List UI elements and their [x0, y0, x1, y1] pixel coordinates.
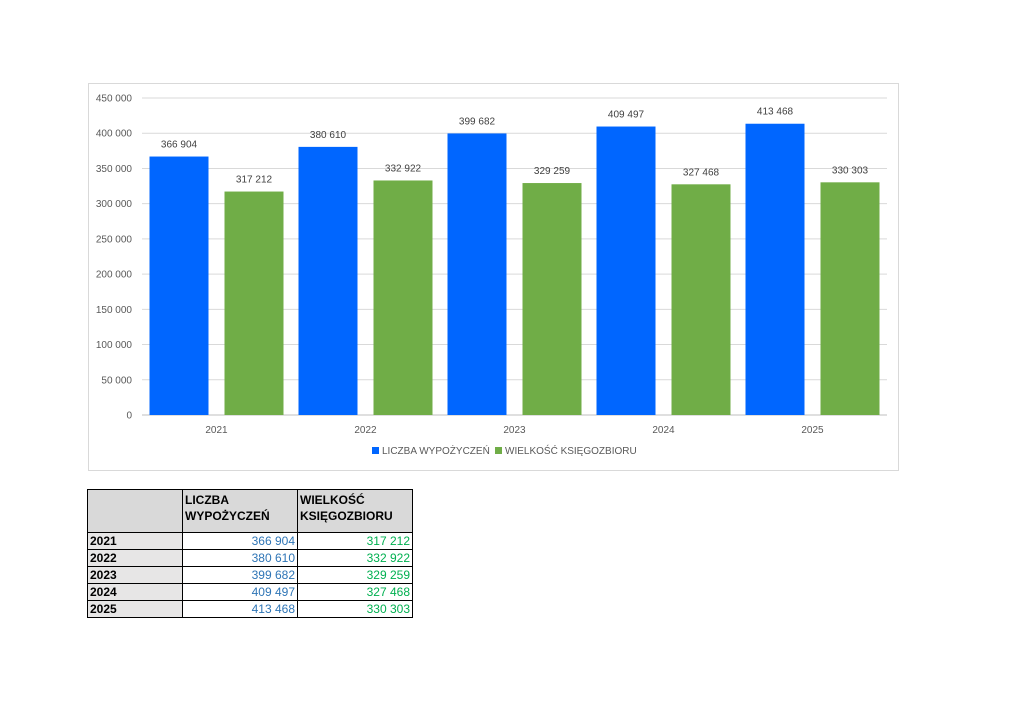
x-tick-label: 2022 — [354, 425, 377, 436]
data-label: 380 610 — [310, 130, 347, 141]
y-tick-label: 50 000 — [101, 375, 132, 386]
table-year-cell: 2023 — [87, 566, 183, 584]
bar — [745, 123, 805, 415]
bar — [373, 180, 433, 415]
table-loans-cell: 366 904 — [182, 532, 298, 550]
table-row: 2024 409 497 327 468 — [87, 583, 413, 601]
bar — [671, 184, 731, 415]
x-tick-label: 2023 — [503, 425, 526, 436]
bar — [298, 146, 358, 415]
table-collection-cell: 332 922 — [297, 549, 413, 567]
y-tick-label: 450 000 — [96, 94, 133, 105]
y-tick-label: 350 000 — [96, 164, 133, 175]
table-collection-cell: 317 212 — [297, 532, 413, 550]
y-tick-label: 250 000 — [96, 234, 133, 245]
data-label: 327 468 — [683, 167, 720, 178]
x-tick-label: 2025 — [801, 425, 824, 436]
table-year-cell: 2025 — [87, 600, 183, 618]
table-collection-cell: 327 468 — [297, 583, 413, 601]
bar — [522, 183, 582, 415]
table-loans-cell: 380 610 — [182, 549, 298, 567]
table-year-cell: 2024 — [87, 583, 183, 601]
table-loans-cell: 399 682 — [182, 566, 298, 584]
table-header-collection: WIELKOŚĆ KSIĘGOZBIORU — [297, 489, 413, 533]
y-tick-label: 0 — [126, 411, 132, 422]
bar — [820, 182, 880, 415]
data-label: 329 259 — [534, 166, 571, 177]
data-label: 330 303 — [832, 165, 869, 176]
table-row: 2021 366 904 317 212 — [87, 532, 413, 550]
data-label: 399 682 — [459, 116, 496, 127]
table-loans-cell: 409 497 — [182, 583, 298, 601]
table-row: 2022 380 610 332 922 — [87, 549, 413, 567]
bar — [149, 156, 209, 416]
table-year-cell: 2021 — [87, 532, 183, 550]
legend-label: LICZBA WYPOŻYCZEŃ — [382, 444, 490, 457]
table-header-corner — [87, 489, 183, 533]
data-label: 317 212 — [236, 175, 273, 186]
table-row: 2023 399 682 329 259 — [87, 566, 413, 584]
legend-swatch — [495, 447, 502, 454]
bar-chart: 0 50 000 100 000 150 000 200 000 250 000 300 0… — [96, 94, 887, 457]
data-label: 332 922 — [385, 163, 422, 174]
legend-label: WIELKOŚĆ KSIĘGOZBIORU — [505, 444, 637, 457]
bar — [596, 126, 656, 416]
x-tick-label: 2021 — [205, 425, 228, 436]
y-tick-label: 150 000 — [96, 305, 133, 316]
y-tick-label: 100 000 — [96, 340, 133, 351]
data-label: 413 468 — [757, 107, 794, 118]
y-tick-label: 400 000 — [96, 129, 133, 140]
data-table: LICZBA WYPOŻYCZEŃ WIELKOŚĆ KSIĘGOZBIORU … — [87, 489, 413, 618]
table-collection-cell: 330 303 — [297, 600, 413, 618]
table-year-cell: 2022 — [87, 549, 183, 567]
x-tick-label: 2024 — [652, 425, 675, 436]
data-label: 409 497 — [608, 110, 645, 121]
table-collection-cell: 329 259 — [297, 566, 413, 584]
data-label: 366 904 — [161, 140, 198, 151]
table-header-loans: LICZBA WYPOŻYCZEŃ — [182, 489, 298, 533]
y-tick-label: 300 000 — [96, 199, 133, 210]
table-row: 2025 413 468 330 303 — [87, 600, 413, 618]
bar — [224, 191, 284, 415]
y-tick-label: 200 000 — [96, 270, 133, 281]
table-loans-cell: 413 468 — [182, 600, 298, 618]
table-header-row: LICZBA WYPOŻYCZEŃ WIELKOŚĆ KSIĘGOZBIORU — [87, 489, 413, 533]
chart-container: 0 50 000 100 000 150 000 200 000 250 000 300 0… — [88, 83, 899, 471]
legend-swatch — [372, 447, 379, 454]
bar — [447, 133, 507, 415]
